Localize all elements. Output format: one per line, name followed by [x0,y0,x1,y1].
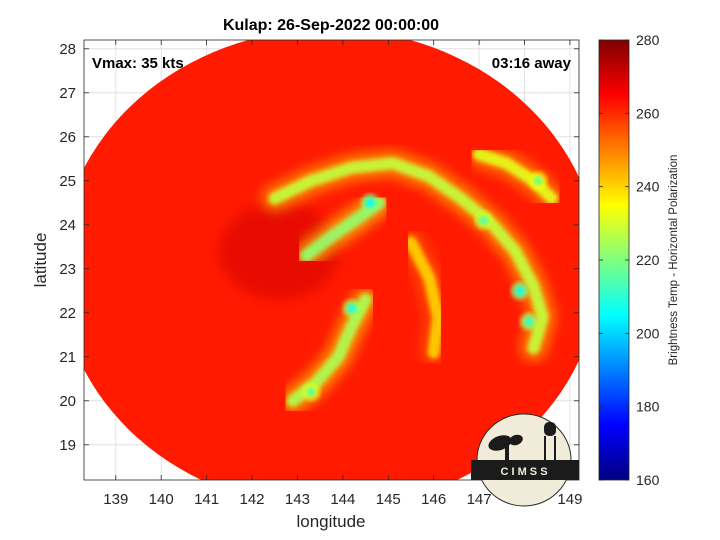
hotspot [524,317,534,327]
colorbar-ticks: 160 180 200 220 240 260 280 [599,32,660,488]
swath-image [84,40,579,480]
plot-frame [83,39,580,481]
y-tick-label: 28 [59,41,76,58]
colorbar-tick-label: 200 [636,325,660,341]
x-axis-label: longitude [296,512,365,531]
x-tick-label: 139 [103,491,128,508]
hotspot [479,215,489,225]
x-tick-label: 140 [149,491,174,508]
y-tick-label: 21 [59,349,76,366]
colorbar [598,39,630,481]
dish-post-icon [505,445,509,461]
y-tick-label: 22 [59,305,76,322]
water-tower-leg-left [544,436,546,461]
hotspot [515,286,525,296]
x-tick-label: 146 [421,491,446,508]
logo-ground [471,460,579,480]
time-away-annotation: 03:16 away [492,55,572,72]
colorbar-tick-label: 180 [636,399,660,415]
x-tick-label: 143 [285,491,310,508]
water-tower-leg-right [554,436,556,461]
y-axis-ticks: 19 20 21 22 23 24 25 26 27 28 [59,41,579,454]
x-tick-label: 144 [330,491,355,508]
colorbar-label: Brightness Temp - Horizontal Polarizatio… [668,155,680,366]
rain-band [473,148,558,205]
y-tick-label: 26 [59,129,76,146]
swath-cold-core [219,203,340,300]
cimss-logo: C I M S S [471,413,579,507]
x-tick-label: 149 [557,491,582,508]
y-tick-label: 20 [59,393,76,410]
y-tick-label: 25 [59,173,76,190]
y-tick-label: 27 [59,85,76,102]
x-tick-label: 142 [240,491,265,508]
logo-text: C I M S S [500,466,547,478]
chart-title: Kulap: 26-Sep-2022 00:00:00 [223,17,439,34]
hotspot [533,176,543,186]
colorbar-tick-label: 220 [636,252,660,268]
hotspot [347,303,357,313]
colorbar-tick-label: 280 [636,32,660,48]
y-tick-label: 24 [59,217,76,234]
rain-band [405,236,445,359]
satellite-dish-icon-small [509,434,523,446]
hotspot [306,387,316,397]
x-tick-label: 147 [467,491,492,508]
y-tick-label: 23 [59,261,76,278]
colorbar-tick-label: 260 [636,105,660,121]
y-axis-label: latitude [31,233,50,288]
water-tower-icon [544,422,556,436]
hotspot [365,198,375,208]
colorbar-tick-label: 240 [636,179,660,195]
y-tick-label: 19 [59,437,76,454]
colorbar-tick-label: 160 [636,472,660,488]
rain-band [268,157,549,354]
vmax-annotation: Vmax: 35 kts [92,55,184,72]
x-tick-label: 145 [376,491,401,508]
x-tick-label: 141 [194,491,219,508]
